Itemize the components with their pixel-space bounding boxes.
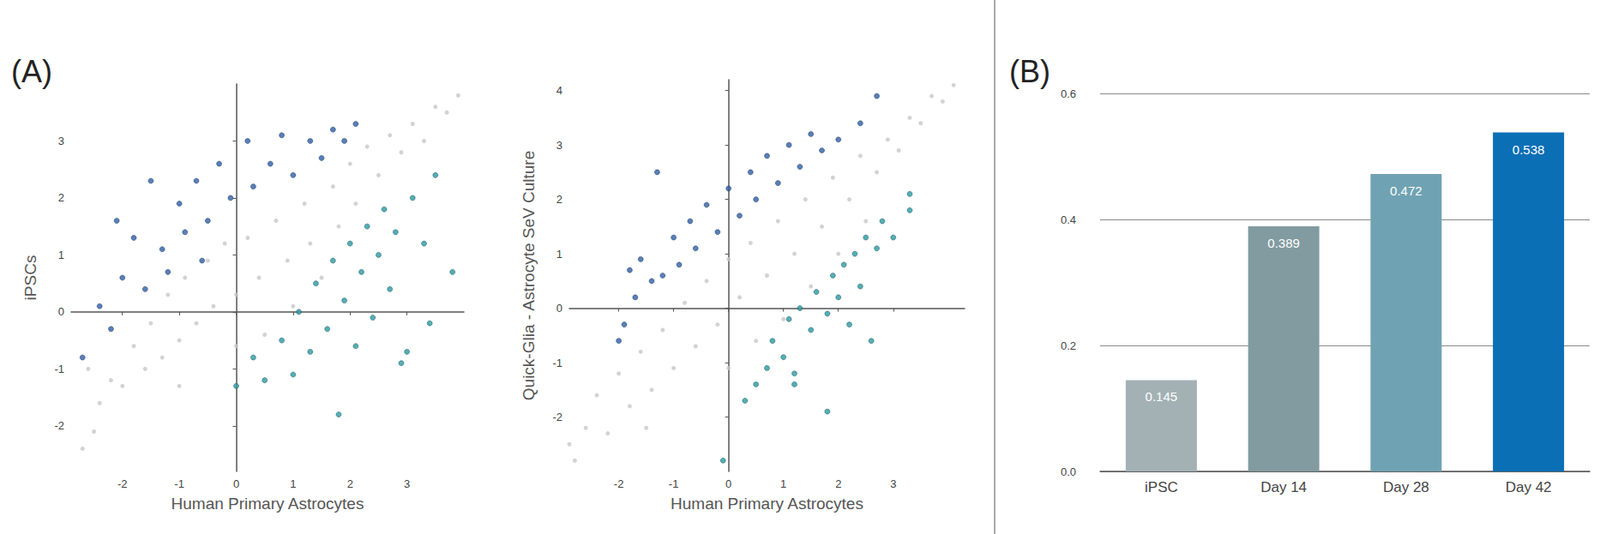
svg-text:0.2: 0.2 (1060, 339, 1077, 353)
svg-text:(B): (B) (1009, 54, 1051, 90)
svg-text:-1: -1 (668, 477, 680, 491)
svg-text:iPSCs: iPSCs (21, 255, 40, 301)
svg-text:0: 0 (725, 477, 732, 491)
svg-text:2: 2 (347, 477, 354, 491)
svg-text:0: 0 (58, 305, 65, 319)
svg-text:0.389: 0.389 (1267, 235, 1300, 251)
svg-text:-1: -1 (54, 362, 65, 376)
svg-text:Human Primary Astrocytes: Human Primary Astrocytes (171, 494, 365, 513)
svg-text:0.4: 0.4 (1060, 213, 1077, 227)
svg-text:Day 14: Day 14 (1260, 479, 1307, 496)
svg-text:-2: -2 (117, 477, 128, 491)
svg-text:0.145: 0.145 (1145, 389, 1179, 404)
svg-text:2: 2 (835, 477, 842, 491)
svg-text:1: 1 (780, 477, 787, 491)
svg-text:1: 1 (289, 477, 296, 491)
svg-text:0: 0 (556, 301, 563, 315)
svg-text:2: 2 (556, 192, 563, 206)
svg-text:0: 0 (233, 477, 240, 491)
svg-text:-2: -2 (552, 410, 563, 424)
svg-text:-1: -1 (552, 356, 563, 370)
svg-text:0.472: 0.472 (1389, 183, 1423, 199)
svg-text:Human Primary Astrocytes: Human Primary Astrocytes (670, 494, 864, 513)
svg-text:3: 3 (890, 477, 897, 491)
svg-text:(A): (A) (11, 54, 53, 90)
svg-text:iPSC: iPSC (1144, 479, 1179, 496)
svg-text:3: 3 (403, 477, 410, 491)
svg-text:-2: -2 (613, 477, 625, 491)
svg-text:0.0: 0.0 (1060, 465, 1077, 479)
svg-text:-1: -1 (174, 477, 185, 491)
svg-text:2: 2 (58, 191, 65, 205)
svg-text:4: 4 (556, 84, 563, 97)
svg-text:3: 3 (58, 134, 65, 148)
svg-text:0.538: 0.538 (1512, 142, 1546, 157)
svg-text:-2: -2 (54, 419, 65, 433)
svg-text:Day 42: Day 42 (1505, 479, 1552, 496)
svg-text:Day 28: Day 28 (1383, 479, 1430, 496)
svg-text:0.6: 0.6 (1060, 87, 1077, 101)
svg-text:1: 1 (58, 248, 65, 262)
svg-text:Quick-Glia - Astrocyte SeV Cul: Quick-Glia - Astrocyte SeV Culture (519, 150, 538, 401)
svg-text:1: 1 (556, 247, 563, 261)
svg-text:3: 3 (556, 138, 563, 152)
